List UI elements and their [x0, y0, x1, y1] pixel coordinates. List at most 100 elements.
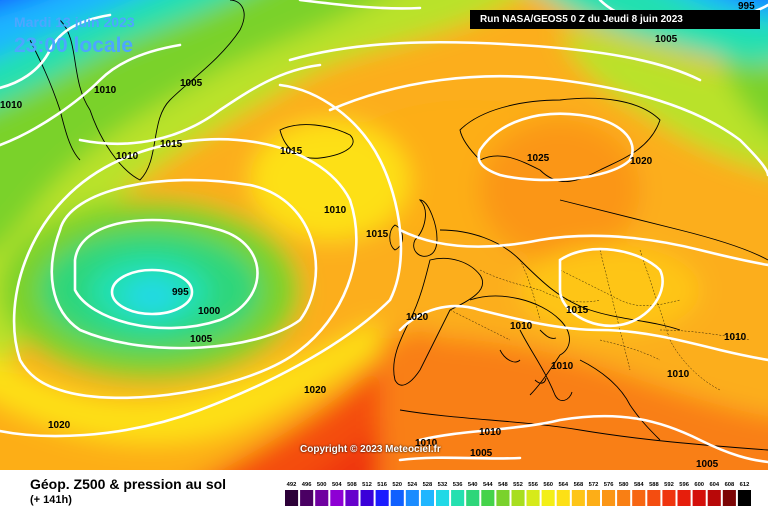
isobar-label: 995	[172, 287, 189, 298]
isobar-label: 1010	[0, 100, 23, 111]
isobar-label: 1020	[406, 312, 429, 323]
legend-value-label: 500	[317, 482, 327, 488]
color-scale-legend: 492 496 500 504 508 512 516 520 524 528 532 536 540 5…	[285, 482, 751, 506]
legend-value-label: 496	[302, 482, 312, 488]
isobar-label: 1005	[190, 334, 213, 345]
legend-swatch	[722, 490, 736, 506]
isobar-label: 1005	[470, 448, 493, 459]
isobar-label: 1010	[94, 85, 117, 96]
legend-value-label: 608	[725, 482, 735, 488]
legend-value-label: 532	[438, 482, 448, 488]
legend-swatch	[707, 490, 721, 506]
legend-value-label: 492	[287, 482, 297, 488]
legend-swatch	[571, 490, 585, 506]
legend-swatch	[737, 490, 751, 506]
legend-value-label: 596	[679, 482, 689, 488]
isobar-label: 1020	[630, 156, 653, 167]
legend-value-label: 604	[709, 482, 719, 488]
isobar-label: 1020	[48, 420, 71, 431]
isobar-label: 1015	[280, 146, 303, 157]
legend-value-label: 552	[513, 482, 523, 488]
legend-value-label: 536	[453, 482, 463, 488]
legend-swatch	[541, 490, 555, 506]
legend-swatch	[436, 490, 450, 506]
legend-swatch	[617, 490, 631, 506]
legend-value-label: 556	[528, 482, 538, 488]
legend-value-label: 564	[558, 482, 568, 488]
isobar-label: 1005	[696, 459, 719, 470]
isobar-label: 1010	[324, 205, 347, 216]
legend-value-label: 520	[392, 482, 402, 488]
legend-swatch	[360, 490, 374, 506]
legend-swatch	[662, 490, 676, 506]
legend-swatch	[405, 490, 419, 506]
copyright-text: Copyright © 2023 Meteociel.fr	[300, 444, 441, 455]
geopotential-field	[0, 0, 768, 470]
isobar-label: 1000	[198, 306, 221, 317]
legend-swatch	[692, 490, 706, 506]
legend-swatch	[420, 490, 434, 506]
legend-value-label: 584	[634, 482, 644, 488]
isobar-labels: 995 1005 1010 1010 1005 1015 1010 1015 1…	[0, 1, 755, 470]
legend-value-label: 512	[362, 482, 372, 488]
legend-value-label: 504	[332, 482, 342, 488]
forecast-lead: (+ 141h)	[30, 494, 72, 506]
legend-value-label: 524	[407, 482, 417, 488]
isobar-label: 1005	[655, 34, 678, 45]
isobar-label: 1010	[551, 361, 574, 372]
legend-value-label: 528	[423, 482, 433, 488]
legend-swatch	[647, 490, 661, 506]
country-borders	[449, 249, 751, 391]
legend-swatch	[496, 490, 510, 506]
legend-value-label: 600	[694, 482, 704, 488]
isobar-label: 1010	[479, 427, 502, 438]
legend-value-label: 572	[589, 482, 599, 488]
legend-swatch	[466, 490, 480, 506]
isobar-label: 1025	[527, 153, 550, 164]
legend-value-label: 560	[543, 482, 553, 488]
legend-value-label: 580	[619, 482, 629, 488]
legend-value-label: 540	[468, 482, 478, 488]
legend-value-label: 516	[377, 482, 387, 488]
isobar-label: 1015	[160, 139, 183, 150]
legend-swatch	[677, 490, 691, 506]
legend-swatch	[345, 490, 359, 506]
map-title: Géop. Z500 & pression au sol	[30, 476, 227, 492]
legend-value-label: 576	[604, 482, 614, 488]
isobar-label: 1010	[116, 151, 139, 162]
legend-swatch	[586, 490, 600, 506]
weather-map: 995 1005 1010 1010 1005 1015 1010 1015 1…	[0, 0, 768, 470]
legend-swatch	[285, 490, 299, 506]
forecast-date: Mardi 13 juin 2023	[14, 14, 135, 30]
legend-swatch	[481, 490, 495, 506]
isobar-label: 1020	[304, 385, 327, 396]
legend-swatch	[315, 490, 329, 506]
legend-swatch	[451, 490, 465, 506]
isobar-label: 1010	[415, 438, 438, 449]
isobar-label: 995	[738, 1, 755, 12]
legend-swatch	[556, 490, 570, 506]
forecast-time: 23:00 locale	[14, 34, 134, 57]
legend-value-label: 548	[498, 482, 508, 488]
legend-value-label: 568	[574, 482, 584, 488]
legend-value-label: 592	[664, 482, 674, 488]
model-run-banner: Run NASA/GEOS5 0 Z du Jeudi 8 juin 2023	[470, 10, 760, 29]
legend-swatch	[632, 490, 646, 506]
legend-swatch	[390, 490, 404, 506]
isobar-label: 1005	[180, 78, 203, 89]
legend-value-label: 588	[649, 482, 659, 488]
isobar-label: 1010	[667, 369, 690, 380]
legend-swatch	[511, 490, 525, 506]
isobar-label: 1010	[724, 332, 747, 343]
legend-swatch	[300, 490, 314, 506]
legend-value-label: 508	[347, 482, 357, 488]
legend-value-label: 544	[483, 482, 493, 488]
legend-swatch	[375, 490, 389, 506]
legend-swatch	[526, 490, 540, 506]
legend-swatch	[602, 490, 616, 506]
isobar-label: 1010	[510, 321, 533, 332]
legend-swatch	[330, 490, 344, 506]
legend-value-label: 612	[740, 482, 750, 488]
isobar-label: 1015	[366, 229, 389, 240]
